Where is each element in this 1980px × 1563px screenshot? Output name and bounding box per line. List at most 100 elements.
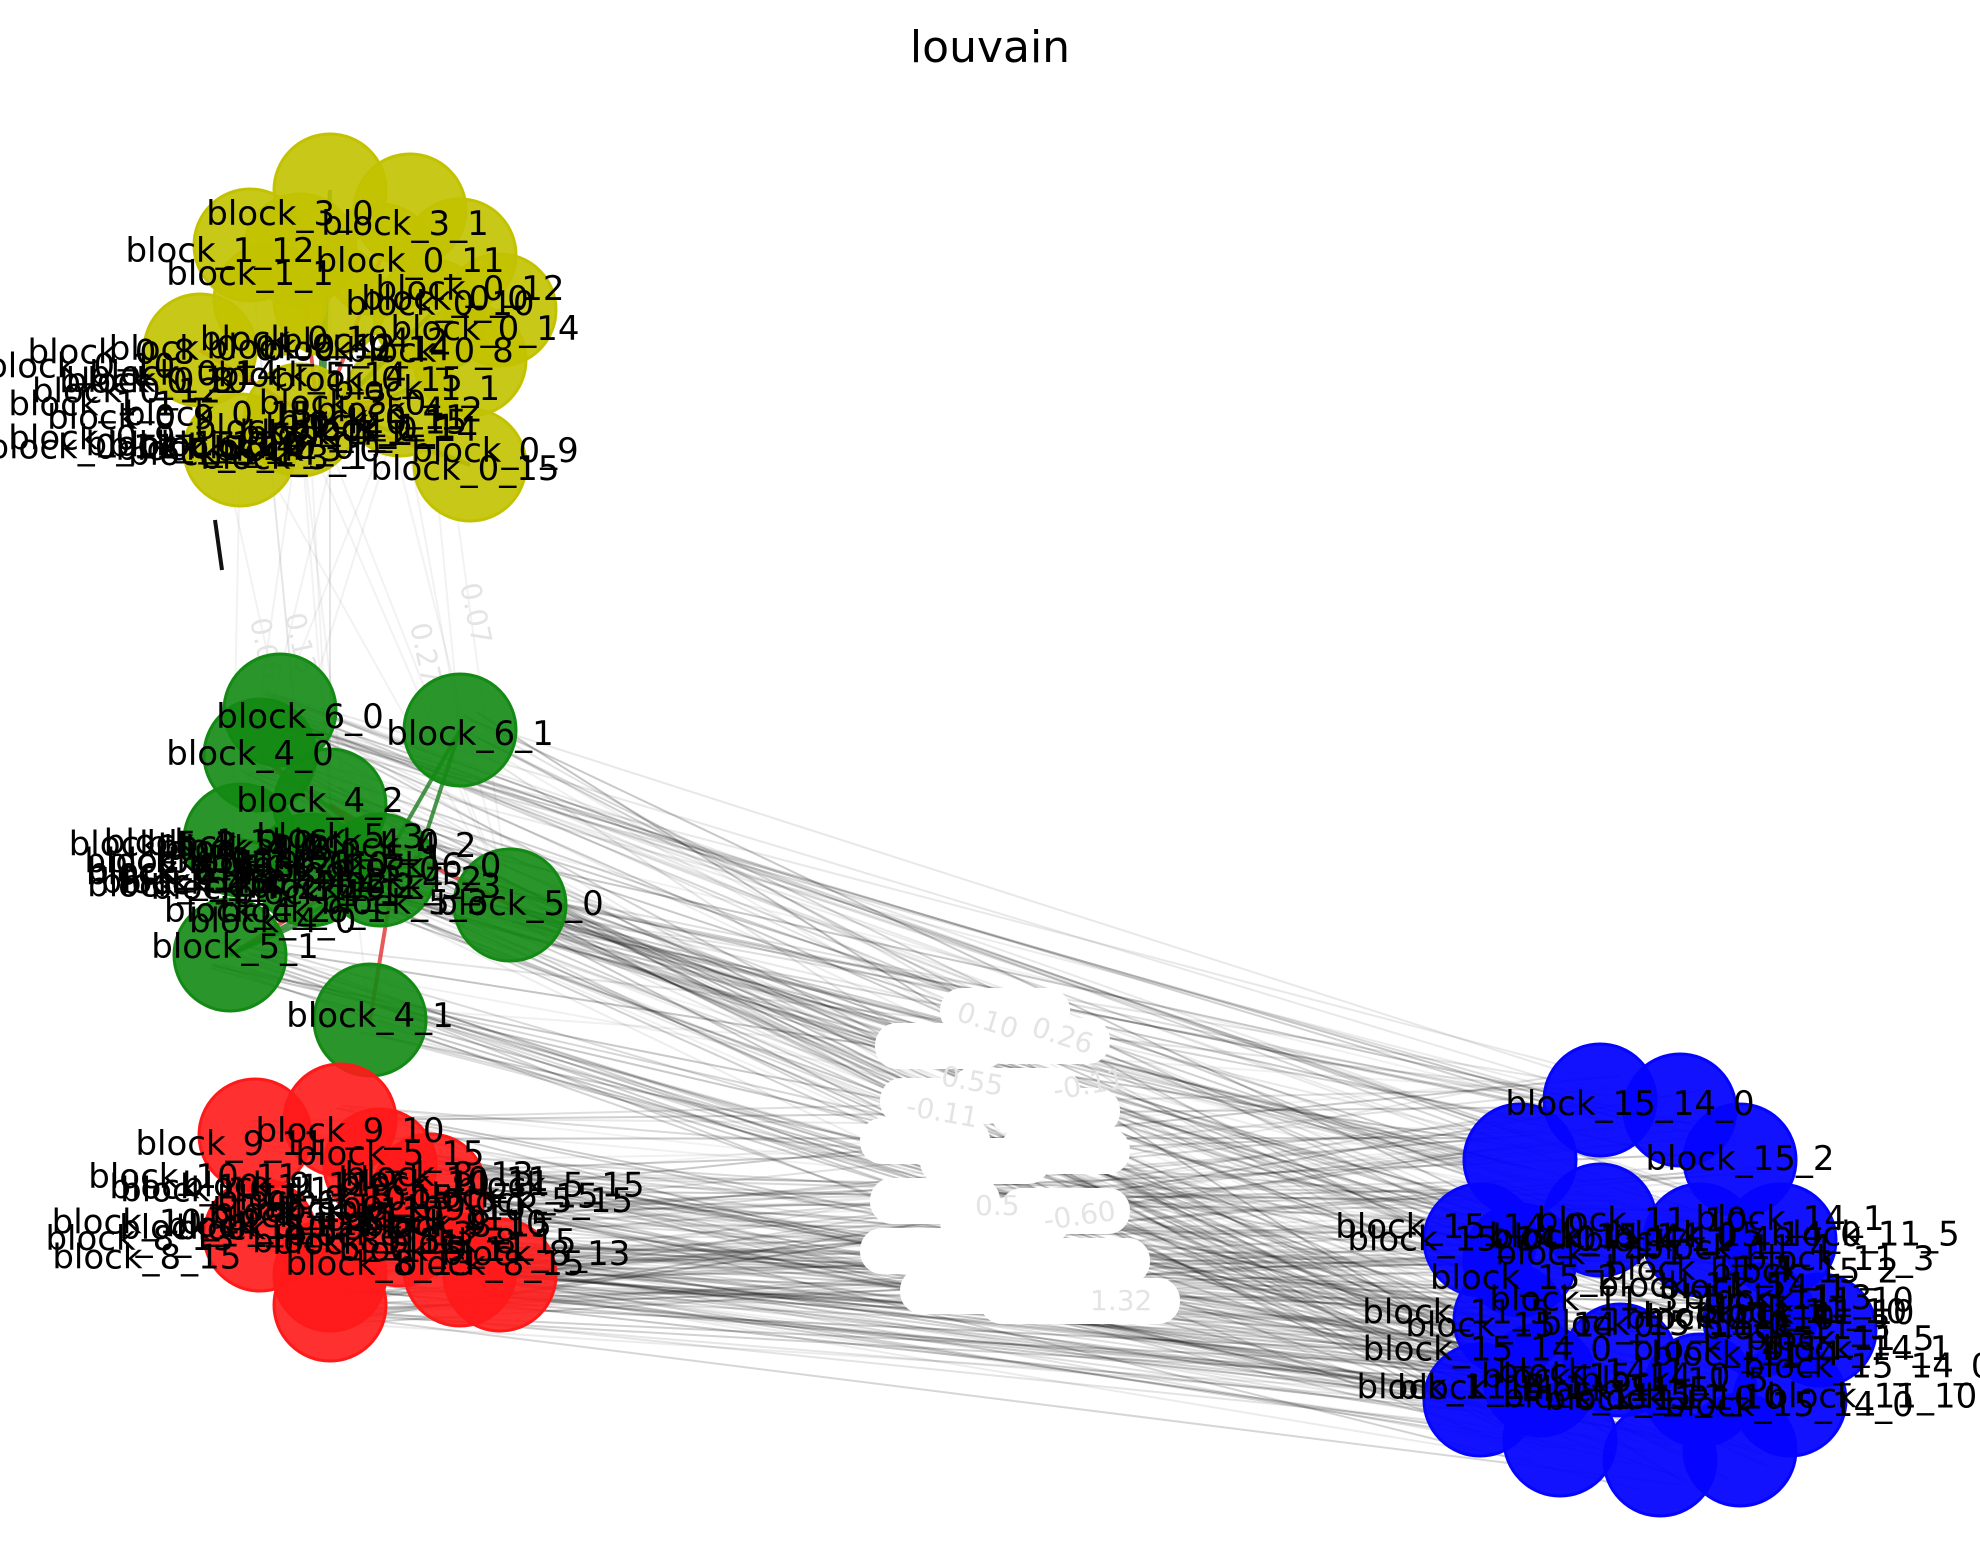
node-label: block_0_8 — [346, 331, 513, 371]
inter-edge — [477, 1265, 1517, 1401]
node-label: block_10_11 — [120, 1171, 331, 1211]
inter-edge — [389, 1135, 1667, 1237]
node-label: block_0_0 — [139, 425, 306, 465]
node-label: block_6_1 — [220, 891, 387, 931]
inter-edge — [477, 1287, 1452, 1426]
node-label: block_11_4 — [1492, 1217, 1681, 1257]
node-label: block_1_1 — [85, 425, 252, 465]
node-label: block_5_0 — [147, 824, 314, 864]
node-label: block_15_14_0 — [1664, 1385, 1913, 1425]
inter-edge — [257, 768, 1529, 1269]
node-label: block_4_0 — [120, 863, 287, 903]
node-label: block_11_10 — [1767, 1376, 1978, 1416]
node-label: block_6_0 — [222, 845, 389, 885]
node-label: block_11_10 — [1703, 1280, 1914, 1320]
node-label: block_1_1 — [239, 414, 406, 454]
node-label: block_4_2 — [151, 868, 318, 908]
inter-edge — [394, 1172, 1615, 1197]
graph-node — [442, 1217, 558, 1333]
graph-node — [1762, 1272, 1878, 1388]
node-label: block_0_0 — [187, 427, 354, 467]
node-label: block_4_2 — [163, 829, 330, 869]
inter-edge — [276, 714, 1601, 1224]
node-label: block_0_8 — [66, 361, 233, 401]
node-label: block_8_13 — [441, 1234, 630, 1274]
node-label: block_3_1 — [321, 204, 488, 244]
node-label: block_5_3 — [256, 817, 423, 857]
node-label: block_11_5 — [1362, 1292, 1551, 1332]
node-label: block_3_0 — [213, 430, 380, 470]
node-label: block_5_0 — [436, 884, 603, 924]
node-label: block_15_2 — [1430, 1258, 1619, 1298]
node-label: block_0_11 — [278, 398, 467, 438]
node-label: block_11_4 — [1642, 1228, 1831, 1268]
node-label: block_14_1 — [1632, 1329, 1821, 1369]
node-label: block_6_0 — [216, 697, 383, 737]
node-label: block_5_15 — [265, 1178, 454, 1218]
node-label: block_15_14_0 — [1489, 1216, 1738, 1256]
node-label: block_6_0 — [334, 846, 501, 886]
node-label: block_6_1 — [86, 854, 253, 894]
inter-edge — [294, 722, 1528, 1138]
node-label: block_0_14 — [289, 410, 478, 450]
inter-edge — [213, 519, 224, 571]
inter-edge — [279, 704, 1460, 1401]
node-label: block_11_5 — [1771, 1214, 1960, 1254]
inter-edge — [287, 727, 1624, 1121]
node-label: block_11_10 — [1545, 1379, 1756, 1419]
node-label: block_11_4 — [1582, 1220, 1771, 1260]
node-label: block_0_12 — [32, 371, 221, 411]
node-label: block_4_2 — [246, 414, 413, 454]
node-label: block_11_3 — [1683, 1278, 1872, 1318]
node-label: block_4_2 — [236, 781, 403, 821]
edge-weight-label: 0.07 — [453, 580, 498, 648]
node-label: block_5_14 — [218, 356, 407, 396]
node-label: block_8_15 — [52, 1237, 241, 1277]
edge-label-box — [990, 1088, 1120, 1134]
node-label: block_15_14_0 — [1505, 1084, 1754, 1124]
node-label: block_0_14 — [262, 330, 451, 370]
node-label: block_15_14_0 — [1363, 1330, 1612, 1370]
node-label: block_10_11 — [109, 1168, 320, 1208]
node-label: block_0_15 — [370, 449, 559, 489]
node-label: block_8_13 — [285, 1244, 474, 1284]
node-label: block_1_1 — [333, 369, 500, 409]
inter-edge — [263, 714, 1599, 1120]
inter-edge — [249, 244, 511, 906]
graph-node — [452, 847, 568, 963]
node-label: block_8_15 — [208, 1196, 397, 1236]
node-label: block_5_15 — [456, 1165, 645, 1205]
inter-edge — [331, 1321, 1569, 1403]
node-label: block_0_12 — [207, 327, 396, 367]
node-label: block_4_2 — [158, 827, 325, 867]
node-label: block_11_5 — [1580, 1360, 1769, 1400]
node-label: block_11_5 — [1597, 1266, 1786, 1306]
node-label: block_8_13 — [345, 1155, 534, 1195]
inter-edge — [223, 949, 1578, 1201]
inter-edge — [480, 1291, 1522, 1402]
inter-edge — [273, 715, 1626, 1222]
node-label: block_5_15 — [295, 1134, 484, 1174]
node-label: block_0_14 — [89, 354, 278, 394]
node-label: block_8_15 — [363, 1206, 552, 1246]
edge-weight-label: 1.32 — [1090, 1284, 1152, 1317]
graph-node — [272, 1247, 388, 1363]
node-label: block_15_14_0 — [1540, 1304, 1789, 1344]
node-label: block_9_10 — [255, 1190, 444, 1230]
node-label: block_5_3 — [101, 862, 268, 902]
node-label: block_6_0 — [87, 851, 254, 891]
node-label: block_9_10 — [358, 1204, 547, 1244]
node-label: block_11_3 — [1356, 1368, 1545, 1408]
node-label: block_15_14_0 — [1743, 1347, 1980, 1387]
inter-edge — [515, 904, 1804, 1392]
inter-edge — [271, 697, 1535, 1263]
node-label: block_8_13 — [166, 1205, 355, 1245]
edge-label-box — [875, 1023, 1005, 1069]
node-label: block_15_14_0 — [1612, 1215, 1861, 1255]
inter-edge — [288, 715, 1541, 1236]
inter-edge — [383, 1179, 1492, 1276]
inter-edge — [515, 1259, 1465, 1420]
graph-node — [182, 392, 298, 508]
node-label: block_11_10 — [1624, 1298, 1835, 1338]
graph-node — [402, 672, 518, 788]
